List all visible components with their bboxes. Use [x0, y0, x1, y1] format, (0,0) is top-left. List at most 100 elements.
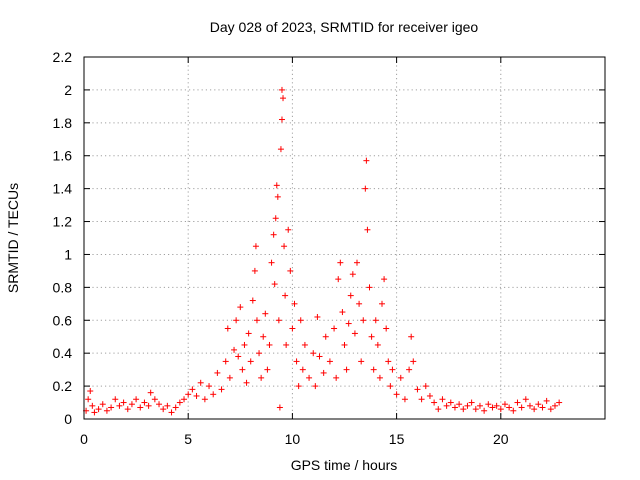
data-point: [362, 185, 369, 192]
data-point: [297, 317, 304, 324]
y-tick-label: 0.2: [53, 378, 73, 394]
data-point: [341, 341, 348, 348]
data-point: [366, 284, 373, 291]
data-point: [389, 366, 396, 373]
data-point: [306, 374, 313, 381]
data-point: [103, 407, 110, 414]
data-point: [422, 383, 429, 390]
y-tick-label: 2: [64, 82, 72, 98]
y-tick-label: 0: [64, 411, 72, 427]
data-point: [189, 386, 196, 393]
data-point: [289, 325, 296, 332]
x-axis-label: GPS time / hours: [291, 457, 398, 473]
data-point: [351, 330, 358, 337]
data-point: [299, 366, 306, 373]
data-point: [414, 386, 421, 393]
data-point: [224, 325, 231, 332]
data-point: [397, 374, 404, 381]
data-point: [349, 271, 356, 278]
data-point: [243, 379, 250, 386]
data-point: [193, 392, 200, 399]
data-point: [379, 300, 386, 307]
y-tick-label: 1.2: [53, 214, 73, 230]
data-point: [120, 399, 127, 406]
y-tick-label: 0.8: [53, 279, 73, 295]
data-point: [316, 353, 323, 360]
y-axis-label: SRMTID / TECUs: [5, 183, 21, 293]
data-point: [293, 358, 300, 365]
data-point: [476, 402, 483, 409]
data-point: [426, 392, 433, 399]
y-tick-label: 0.4: [53, 345, 73, 361]
grid-layer: [84, 57, 605, 419]
data-point: [231, 346, 238, 353]
data-point: [214, 369, 221, 376]
data-point: [518, 404, 525, 411]
data-point: [337, 259, 344, 266]
data-points-layer: [83, 86, 563, 416]
data-point: [249, 297, 256, 304]
data-point: [506, 404, 513, 411]
data-point: [406, 366, 413, 373]
data-point: [381, 276, 388, 283]
data-point: [262, 310, 269, 317]
data-point: [401, 396, 408, 403]
data-point: [368, 333, 375, 340]
data-point: [137, 404, 144, 411]
x-tick-label: 10: [285, 431, 301, 447]
data-point: [278, 86, 285, 93]
data-point: [222, 358, 229, 365]
data-point: [277, 146, 284, 153]
data-point: [339, 309, 346, 316]
chart-title: Day 028 of 2023, SRMTID for receiver ige…: [210, 19, 479, 35]
data-point: [272, 215, 279, 222]
data-point: [128, 401, 135, 408]
data-point: [335, 276, 342, 283]
data-point: [278, 116, 285, 123]
data-point: [535, 401, 542, 408]
data-point: [237, 304, 244, 311]
data-point: [252, 243, 259, 250]
data-point: [522, 396, 529, 403]
data-point: [385, 358, 392, 365]
data-point: [485, 401, 492, 408]
data-point: [295, 383, 302, 390]
data-point: [108, 404, 115, 411]
data-point: [253, 317, 260, 324]
data-point: [276, 404, 283, 411]
data-point: [251, 267, 258, 274]
plot-frame: [83, 56, 606, 420]
data-point: [531, 406, 538, 413]
data-point: [360, 317, 367, 324]
data-point: [376, 374, 383, 381]
data-point: [235, 353, 242, 360]
data-point: [281, 243, 288, 250]
data-point: [145, 402, 152, 409]
data-point: [156, 401, 163, 408]
data-point: [301, 341, 308, 348]
data-point: [556, 399, 563, 406]
data-point: [497, 406, 504, 413]
data-point: [314, 313, 321, 320]
y-tick-label: 1.6: [53, 148, 73, 164]
data-point: [526, 402, 533, 409]
data-point: [372, 317, 379, 324]
data-point: [147, 389, 154, 396]
x-tick-label: 0: [80, 431, 88, 447]
data-point: [326, 358, 333, 365]
data-point: [164, 402, 171, 409]
x-tick-label: 20: [493, 431, 509, 447]
y-tick-label: 0.6: [53, 312, 73, 328]
data-point: [343, 366, 350, 373]
data-point: [539, 404, 546, 411]
data-point: [464, 402, 471, 409]
data-point: [197, 379, 204, 386]
y-tick-label: 1.4: [53, 181, 73, 197]
data-point: [210, 391, 217, 398]
data-point: [543, 397, 550, 404]
data-point: [87, 388, 94, 395]
data-point: [418, 396, 425, 403]
data-point: [218, 386, 225, 393]
data-point: [510, 407, 517, 414]
